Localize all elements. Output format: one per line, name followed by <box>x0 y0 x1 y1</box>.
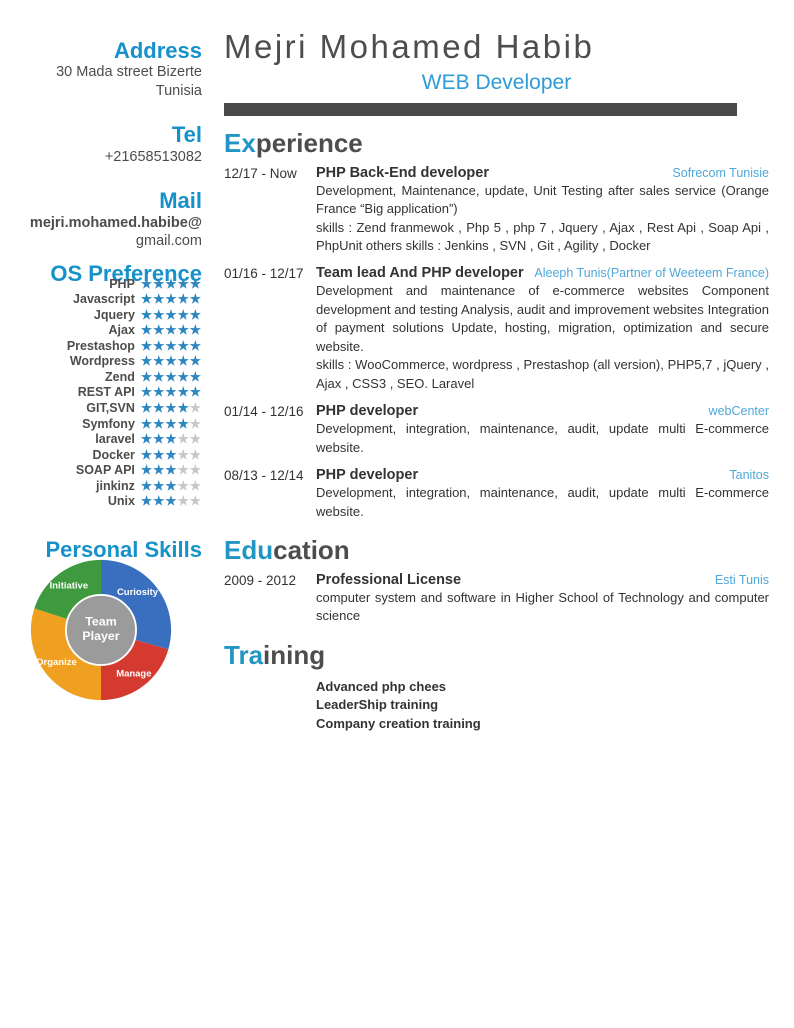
svg-text:Manage: Manage <box>116 669 151 680</box>
svg-text:Team: Team <box>85 614 117 628</box>
svg-text:Curiosity: Curiosity <box>117 587 159 598</box>
svg-text:Initiative: Initiative <box>50 580 88 591</box>
svg-text:Player: Player <box>82 629 119 643</box>
svg-text:Organize: Organize <box>36 657 77 668</box>
